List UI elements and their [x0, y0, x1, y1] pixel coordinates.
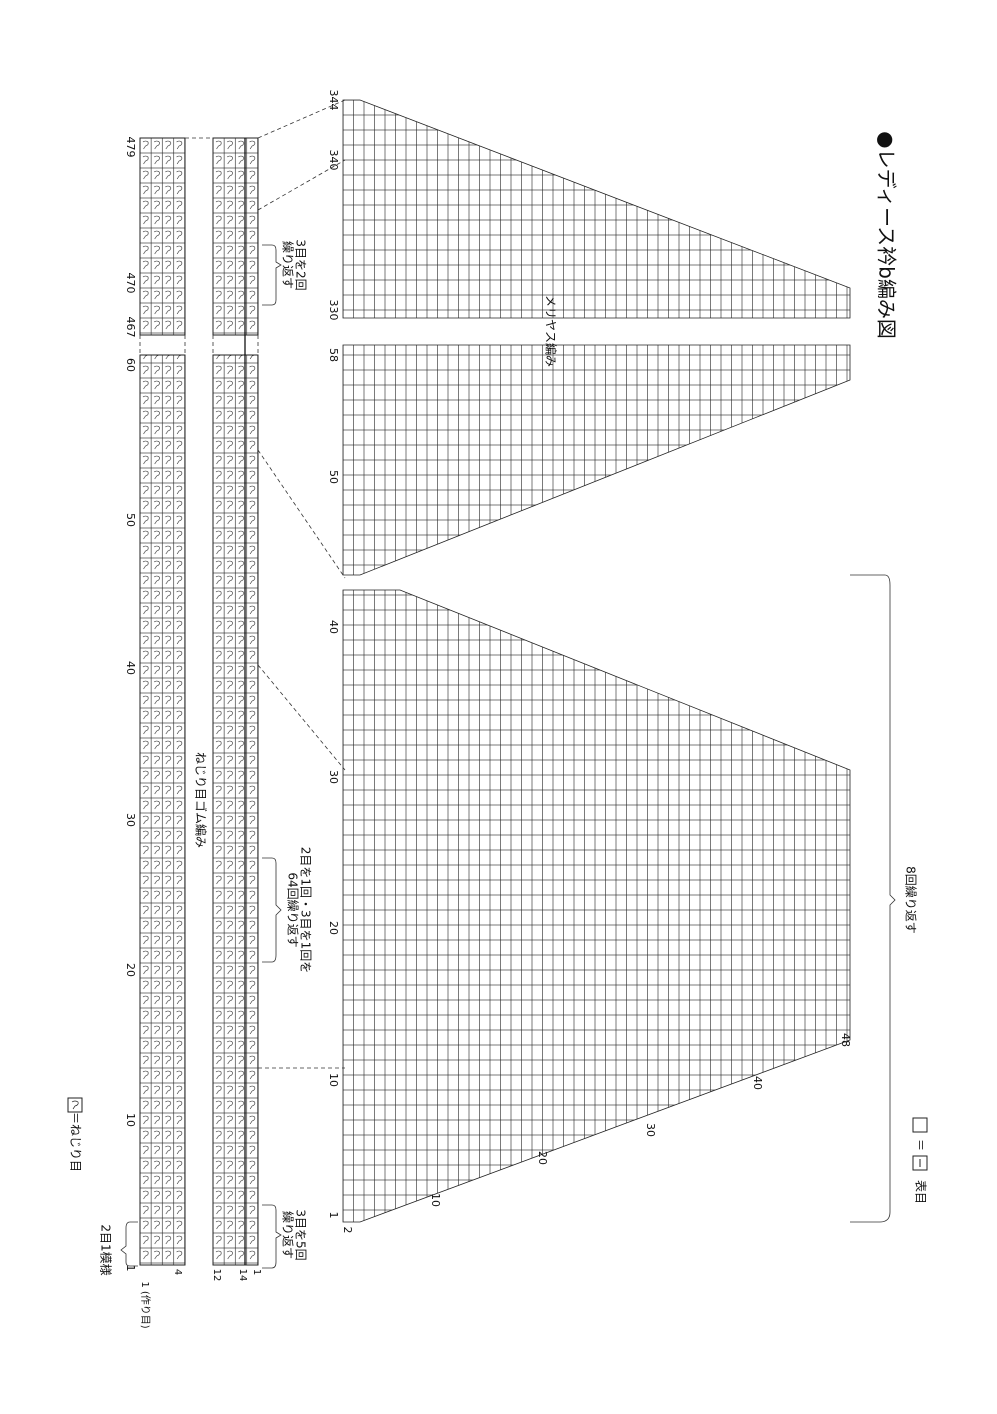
legend-text: ＝ねじり目 [69, 1112, 83, 1172]
row-number: 1 [124, 1265, 137, 1272]
chart-label: メリヤス編み [544, 295, 559, 367]
row-number: 58 [327, 348, 340, 362]
stitch-number: 10 [429, 1193, 442, 1207]
stitch-number: 40 [751, 1076, 764, 1090]
note: 3目を5回 [294, 1209, 308, 1260]
legend-box [912, 1117, 928, 1133]
grid-block [342, 589, 851, 1223]
rib-grid [139, 137, 186, 336]
column-number: 12 [211, 1269, 222, 1282]
column-number: 4 [172, 1269, 183, 1275]
row-number: 40 [327, 620, 340, 634]
stitch-number: 48 [839, 1033, 852, 1047]
row-number: 30 [327, 770, 340, 784]
rib-grid [139, 354, 186, 1266]
stitch-number: 30 [644, 1123, 657, 1137]
gap-band [345, 319, 848, 344]
legend-box [67, 1097, 83, 1113]
rib-grid [212, 137, 259, 336]
row-number: 20 [327, 921, 340, 935]
row-number: 40 [124, 661, 137, 675]
legend-symbol [71, 1100, 79, 1110]
row-number: 2 [341, 1227, 354, 1234]
rib-grid [212, 354, 259, 1266]
note: 2目1模様 [99, 1224, 113, 1275]
column-number: 1 (作り目) [139, 1281, 151, 1328]
note: 8回繰り返す [904, 866, 918, 934]
column-number: 1 [251, 1269, 262, 1275]
row-number: 344 [327, 90, 340, 111]
row-number: 467 [124, 317, 137, 338]
note: 64回繰り返す [286, 872, 300, 947]
row-number: 60 [124, 358, 137, 372]
row-number: 479 [124, 137, 137, 158]
stitch-number: 20 [536, 1151, 549, 1165]
note: 繰り返す [281, 241, 295, 289]
row-number: 10 [124, 1113, 137, 1127]
row-number: 1 [327, 1212, 340, 1219]
connectors [139, 99, 346, 1069]
row-number: 10 [327, 1073, 340, 1087]
note: 2目を1回・3目を1回を [299, 847, 313, 974]
grid-block [342, 344, 851, 576]
braces [120, 244, 896, 1269]
legend-text: 表目 [914, 1180, 928, 1204]
row-number: 340 [327, 150, 340, 171]
note: 繰り返す [281, 1211, 295, 1259]
chart-label: ねじり目ゴム編み [194, 752, 209, 848]
row-number: 470 [124, 273, 137, 294]
grid-block [342, 99, 851, 319]
row-number: 330 [327, 300, 340, 321]
column-number: 14 [237, 1269, 248, 1282]
row-number: 30 [124, 813, 137, 827]
row-number: 50 [124, 513, 137, 527]
row-number: 20 [124, 963, 137, 977]
legend-text: ＝ [914, 1139, 928, 1151]
row-number: 50 [327, 470, 340, 484]
note: 3目を2回 [294, 239, 308, 290]
title: ●レディース衿b編み図 [875, 131, 899, 339]
